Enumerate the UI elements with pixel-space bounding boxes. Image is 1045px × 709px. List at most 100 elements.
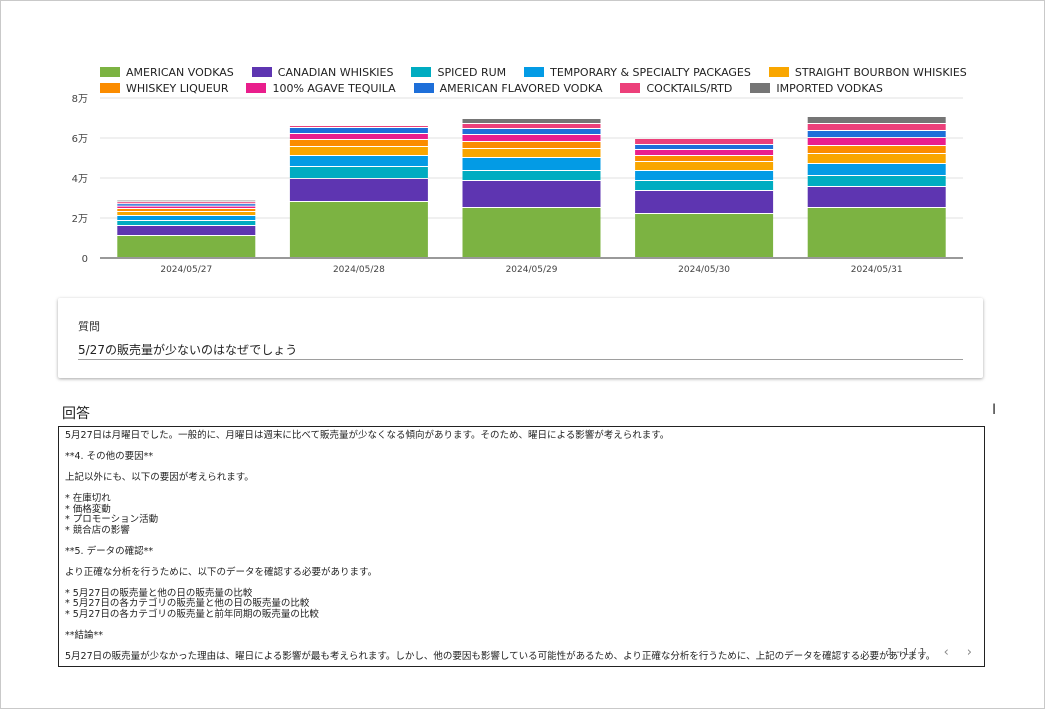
bar-segment — [635, 181, 774, 190]
bar-segment — [289, 202, 428, 257]
bar-segment — [462, 142, 601, 148]
bar-segment — [289, 167, 428, 178]
bar-segment — [807, 131, 946, 137]
bar-segment — [807, 124, 946, 130]
bar-segment — [117, 236, 256, 257]
next-page-icon[interactable]: › — [966, 645, 972, 660]
bar-segment — [289, 140, 428, 146]
legend-label: CANADIAN WHISKIES — [277, 65, 394, 79]
bar-segment — [289, 179, 428, 201]
y-tick-label: 2万 — [72, 214, 88, 225]
legend-item[interactable]: AMERICAN FLAVORED VODKA — [413, 81, 603, 95]
bar-segment — [117, 221, 256, 225]
legend-row: AMERICAN VODKAS CANADIAN WHISKIES SPICED R… — [100, 64, 980, 80]
bar-segment — [807, 154, 946, 163]
bar-segment — [462, 149, 601, 157]
legend-item[interactable]: AMERICAN VODKAS — [100, 66, 234, 79]
legend-swatch — [251, 67, 272, 77]
question-input[interactable]: 5/27の販売量が少ないのはなぜでしょう — [78, 343, 298, 357]
bar-segment — [117, 226, 256, 235]
x-tick-label: 2024/05/28 — [333, 265, 385, 275]
bar-segment — [289, 134, 428, 139]
y-tick-label: 6万 — [72, 134, 88, 145]
y-tick-label: 8万 — [72, 94, 88, 105]
bar-segment — [462, 158, 601, 170]
pagination: 1 - 1 / 1 ‹ › — [887, 645, 972, 660]
bar-segment — [635, 150, 774, 155]
bar-segment — [117, 212, 256, 215]
y-tick-label: 0 — [82, 254, 88, 265]
legend-label: AMERICAN FLAVORED VODKA — [439, 81, 603, 95]
x-tick-label: 2024/05/29 — [506, 265, 558, 275]
bar-segment — [635, 214, 774, 257]
bar-segment — [807, 138, 946, 145]
x-tick-label: 2024/05/27 — [160, 265, 212, 275]
bar-segment — [807, 208, 946, 257]
bar-segment — [289, 126, 428, 127]
legend-item[interactable]: 100% AGAVE TEQUILA — [246, 81, 396, 95]
bar-segment — [462, 124, 601, 128]
legend-label: SPICED RUM — [437, 65, 507, 79]
y-tick-label: 4万 — [72, 174, 88, 185]
legend-label: AMERICAN VODKAS — [126, 65, 234, 79]
pagination-label: 1 - 1 / 1 — [886, 647, 926, 658]
legend-item[interactable]: IMPORTED VODKAS — [750, 82, 883, 95]
answer-text: 5月27日は月曜日でした。一般的に、月曜日は週末に比べて販売量が少なくなる傾向が… — [65, 430, 936, 662]
legend-swatch — [524, 67, 545, 77]
bar-segment — [807, 176, 946, 186]
bar-segment — [462, 208, 601, 257]
bar-segment — [289, 156, 428, 166]
bar-segment — [807, 164, 946, 175]
legend-swatch — [246, 83, 267, 93]
legend-item[interactable]: STRAIGHT BOURBON WHISKIES — [768, 65, 967, 79]
legend-swatch — [750, 83, 771, 93]
bar-segment — [807, 117, 946, 123]
bar-segment — [117, 206, 256, 208]
legend-item[interactable]: WHISKEY LIQUEUR — [100, 82, 228, 95]
bar-segment — [289, 128, 428, 133]
bar-segment — [117, 204, 256, 206]
bar-segment — [635, 145, 774, 149]
bar-segment — [462, 119, 601, 123]
bar-segment — [289, 147, 428, 155]
legend-swatch — [100, 83, 120, 93]
bar-segment — [462, 171, 601, 180]
question-card: 質問 5/27の販売量が少ないのはなぜでしょう — [58, 298, 983, 378]
legend-swatch — [100, 67, 120, 77]
legend-item[interactable]: TEMPORARY & SPECIALTY PACKAGES — [524, 66, 751, 79]
legend-swatch — [620, 83, 641, 93]
bar-segment — [117, 209, 256, 211]
bar-segment — [635, 191, 774, 213]
legend-label: WHISKEY LIQUEUR — [126, 81, 229, 95]
legend-swatch — [768, 67, 789, 77]
bar-segment — [462, 181, 601, 207]
answer-title: 回答 — [62, 406, 90, 422]
legend-label: 100% AGAVE TEQUILA — [272, 81, 396, 95]
legend-label: STRAIGHT BOURBON WHISKIES — [794, 65, 967, 79]
legend-label: TEMPORARY & SPECIALTY PACKAGES — [550, 65, 751, 79]
bar-segment — [462, 135, 601, 141]
stacked-bar-chart: 0 2万 4万 6万 8万 2024/05/27 2024/05/28 2024/05/29 2… — [72, 94, 963, 275]
text-cursor-icon: I — [992, 402, 997, 418]
bar-segment — [117, 216, 256, 220]
bar-segment — [117, 202, 256, 204]
bar-segment — [807, 187, 946, 207]
legend-label: COCKTAILS/RTD — [646, 81, 733, 95]
x-tick-label: 2024/05/30 — [678, 265, 730, 275]
prev-page-icon[interactable]: ‹ — [943, 645, 949, 660]
bar-segment — [635, 162, 774, 170]
legend-item[interactable]: CANADIAN WHISKIES — [251, 65, 394, 79]
legend-item[interactable]: COCKTAILS/RTD — [620, 82, 732, 95]
bar-segment — [462, 129, 601, 134]
answer-table: 5月27日は月曜日でした。一般的に、月曜日は週末に比べて販売量が少なくなる傾向が… — [58, 426, 985, 667]
question-label: 質問 — [78, 320, 100, 333]
bar-segment — [635, 156, 774, 161]
bar-segment — [635, 171, 774, 180]
legend-label: IMPORTED VODKAS — [776, 81, 883, 95]
question-underline — [78, 359, 963, 360]
legend-swatch — [413, 83, 434, 93]
chart-legend: AMERICAN VODKAS CANADIAN WHISKIES SPICED R… — [100, 64, 980, 96]
bar-segment — [117, 200, 256, 202]
x-tick-label: 2024/05/31 — [851, 265, 903, 275]
legend-item[interactable]: SPICED RUM — [411, 66, 506, 79]
